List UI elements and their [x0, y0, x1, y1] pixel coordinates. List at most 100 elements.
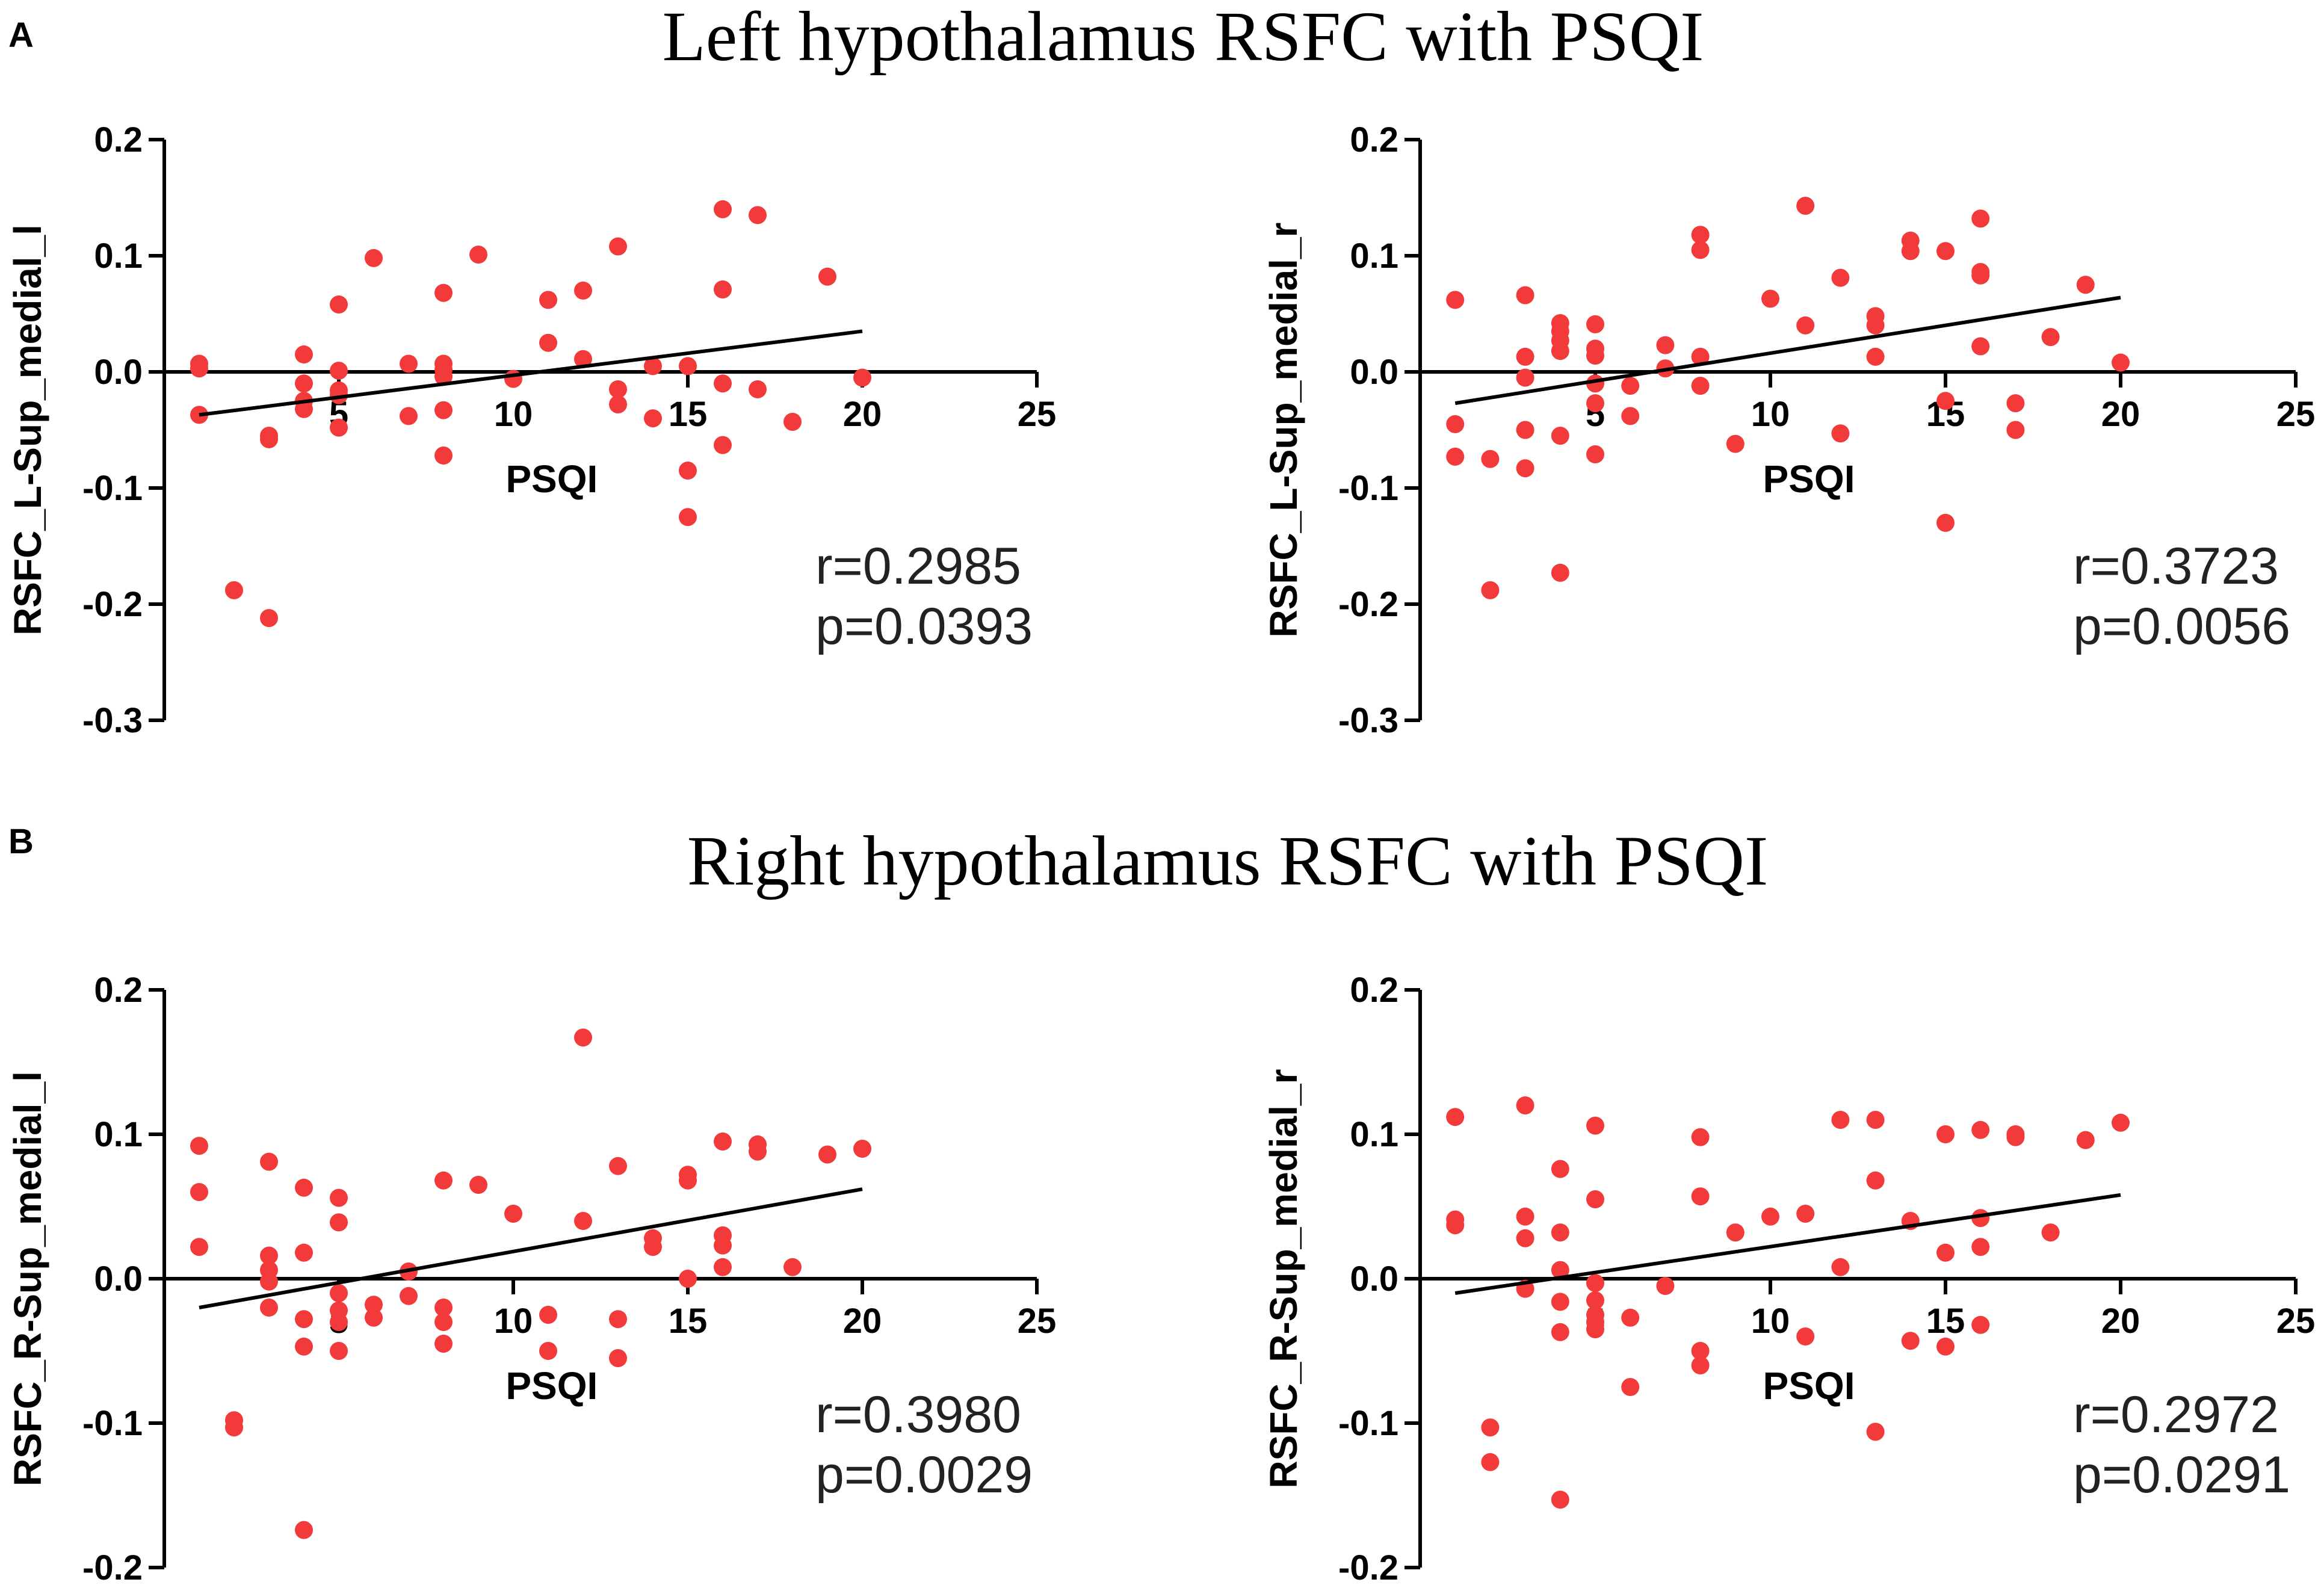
data-point	[1516, 1229, 1534, 1247]
data-point	[1621, 377, 1640, 395]
data-point	[1446, 291, 1465, 309]
data-point	[539, 333, 557, 352]
data-point	[1691, 1128, 1710, 1146]
data-point	[609, 1157, 627, 1175]
regression-line	[1454, 1193, 2121, 1295]
data-point	[400, 354, 418, 373]
data-point	[2006, 1128, 2025, 1146]
scatter-chart-1: 0.20.10.0-0.1-0.2-0.35 10 15 20 25PSQIRSFC_L…	[6, 120, 1056, 740]
data-point	[330, 1284, 348, 1302]
x-tick-label: 25	[1018, 395, 1057, 434]
y-tick-label: -0.2	[82, 1548, 143, 1587]
x-axis-label: PSQI	[505, 457, 598, 501]
data-point	[260, 1246, 278, 1265]
data-point	[1796, 1205, 1815, 1223]
y-tick-label: 0.2	[1350, 971, 1398, 1010]
data-point	[260, 1299, 278, 1317]
scatter-chart-4: 0.20.10.0-0.1-0.2510152025PSQIRSFC_R-Sup…	[1262, 971, 2315, 1587]
data-point	[644, 357, 662, 375]
r-value-text: r=0.3723	[2073, 537, 2279, 595]
data-point	[1516, 459, 1534, 478]
data-point	[1551, 1160, 1569, 1178]
data-point	[749, 206, 767, 224]
data-point	[1446, 1216, 1465, 1235]
y-tick-label: -0.2	[1338, 585, 1398, 624]
data-point	[539, 291, 557, 309]
data-point	[330, 295, 348, 314]
data-point	[574, 281, 592, 300]
data-point	[434, 446, 453, 465]
y-tick-label: 0.0	[1350, 353, 1398, 392]
data-point	[434, 1335, 453, 1353]
y-tick-label: 0.0	[94, 1259, 143, 1299]
data-point	[1516, 1207, 1534, 1226]
data-point	[504, 369, 522, 388]
data-point	[714, 374, 732, 393]
y-tick-label: -0.3	[1338, 701, 1398, 740]
data-point	[434, 401, 453, 419]
x-tick-label: 25	[2276, 1302, 2316, 1341]
data-point	[749, 1142, 767, 1161]
data-point	[330, 1213, 348, 1232]
data-point	[714, 436, 732, 454]
data-point	[1586, 394, 1604, 413]
data-point	[1516, 421, 1534, 439]
data-point	[1936, 1243, 1955, 1262]
data-point	[783, 412, 802, 431]
y-tick-label: 0.0	[1350, 1259, 1398, 1299]
data-point	[2041, 328, 2060, 347]
data-point	[1866, 316, 1885, 335]
data-point	[1481, 581, 1500, 599]
r-value-text: r=0.2985	[815, 537, 1021, 595]
y-axis-label: RSFC_L-Sup_medial_r	[1262, 223, 1305, 638]
data-point	[260, 609, 278, 628]
data-point	[1516, 286, 1534, 304]
data-point	[1551, 427, 1569, 445]
data-point	[190, 1137, 208, 1155]
data-point	[1446, 447, 1465, 466]
data-point	[1691, 377, 1710, 395]
data-point	[434, 1313, 453, 1331]
data-point	[1586, 445, 1604, 464]
data-point	[714, 280, 732, 298]
data-point	[2076, 1131, 2095, 1149]
x-tick-label: 15	[669, 1302, 708, 1341]
data-point	[818, 1145, 836, 1164]
data-point	[1831, 1111, 1850, 1129]
data-point	[434, 1299, 453, 1317]
data-point	[1551, 1491, 1569, 1509]
data-point	[330, 362, 348, 380]
data-point	[1691, 347, 1710, 366]
data-point	[1971, 1315, 1990, 1334]
y-tick-label: 0.1	[94, 236, 143, 276]
data-point	[1691, 226, 1710, 244]
y-tick-label: 0.0	[94, 353, 143, 392]
data-point	[1691, 1342, 1710, 1360]
data-point	[1691, 241, 1710, 259]
data-point	[1621, 1378, 1640, 1396]
data-point	[1901, 242, 1920, 261]
data-point	[1726, 1223, 1745, 1242]
p-value-text: p=0.0056	[2073, 598, 2290, 655]
data-point	[539, 1342, 557, 1360]
data-point	[260, 1152, 278, 1171]
data-point	[1656, 336, 1675, 354]
data-point	[1621, 1308, 1640, 1327]
y-tick-label: 0.2	[94, 120, 143, 159]
data-point	[1971, 1120, 1990, 1139]
data-point	[2006, 394, 2025, 413]
data-point	[714, 200, 732, 218]
data-point	[1866, 1423, 1885, 1441]
y-tick-label: 0.1	[1350, 1115, 1398, 1154]
data-point	[783, 1258, 802, 1276]
y-tick-label: 0.1	[1350, 236, 1398, 276]
data-point	[2112, 353, 2130, 372]
data-point	[225, 1418, 243, 1437]
data-point	[1831, 268, 1850, 287]
data-point	[2006, 421, 2025, 439]
data-point	[1971, 1238, 1990, 1256]
data-point	[1796, 316, 1815, 335]
data-point	[469, 1176, 487, 1194]
data-point	[504, 1205, 522, 1223]
data-point	[365, 1308, 383, 1327]
